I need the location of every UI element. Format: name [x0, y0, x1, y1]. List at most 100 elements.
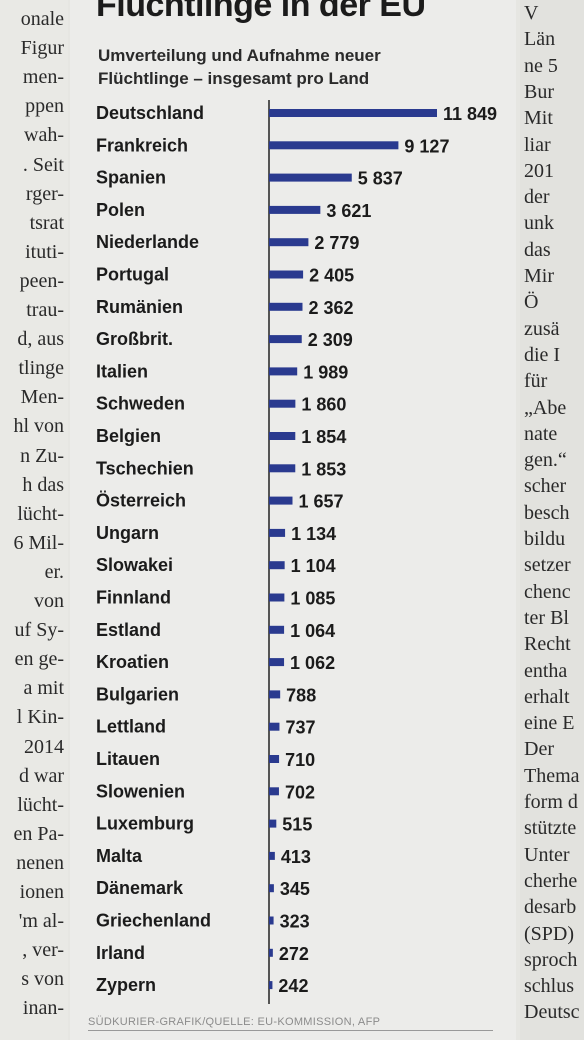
bar-row: Finnland 1 085	[96, 588, 335, 609]
value-label: 2 309	[308, 330, 353, 350]
bar	[269, 496, 293, 505]
value-label: 1 064	[290, 621, 335, 641]
category-label: Niederlande	[96, 232, 199, 252]
left-column-line: Figur	[20, 37, 64, 60]
bar-row: Frankreich 9 127	[96, 135, 449, 156]
value-label: 2 779	[314, 233, 359, 253]
value-label: 1 657	[298, 492, 343, 512]
left-column-line: 'm al-	[18, 910, 64, 933]
left-column-line: . Seit	[22, 153, 64, 176]
category-label: Finnland	[96, 588, 171, 608]
value-label: 1 134	[291, 524, 336, 544]
right-column-line: form d	[524, 791, 578, 813]
right-column-line: 201	[524, 159, 554, 182]
bar-chart: Deutschland 11 849 Frankreich 9 127 Spanien 5…	[96, 100, 497, 1004]
right-column-line: desarb	[524, 896, 577, 919]
bar-row: Slowenien 702	[96, 781, 315, 802]
bar	[269, 593, 285, 602]
category-label: Dänemark	[96, 878, 184, 898]
right-column-line: Der	[524, 738, 554, 761]
right-column-line: stützte	[524, 817, 577, 840]
value-label: 2 362	[308, 298, 353, 318]
left-column-line: n Zu-	[20, 444, 64, 467]
bar-row: Italien 1 989	[96, 361, 348, 382]
bar	[269, 238, 309, 247]
right-column-line: erhalt	[524, 685, 570, 708]
bar-row: Niederlande 2 779	[96, 232, 359, 253]
bar	[269, 528, 286, 537]
infographic: Flüchtlinge in der EU Umverteilung und A…	[70, 0, 516, 1040]
bar	[269, 561, 285, 570]
category-label: Luxemburg	[96, 814, 194, 834]
right-column-line: Mir	[524, 265, 554, 287]
category-label: Slowakei	[96, 555, 173, 575]
left-column-line: uf Sy-	[14, 619, 64, 642]
right-column-line: Ö	[524, 291, 539, 314]
right-column-line: bildu	[524, 528, 566, 550]
category-label: Deutschland	[96, 103, 204, 123]
bar	[269, 851, 275, 860]
value-label: 345	[280, 879, 310, 899]
bar	[269, 399, 296, 408]
category-label: Slowenien	[96, 781, 185, 801]
right-column-line: liar	[524, 133, 551, 156]
left-column-line: s von	[21, 968, 64, 991]
value-label: 1 104	[291, 556, 336, 576]
value-label: 515	[282, 815, 312, 835]
value-label: 413	[281, 847, 311, 867]
bar-row: Griechenland 323	[96, 911, 310, 932]
bar-row: Malta 413	[96, 846, 311, 867]
bar-row: Estland 1 064	[96, 620, 335, 641]
left-column-line: tsrat	[29, 211, 64, 234]
value-label: 1 989	[303, 362, 348, 382]
right-column-line: die I	[524, 343, 561, 366]
value-label: 272	[279, 944, 309, 964]
right-column-line: ter Bl	[524, 606, 569, 629]
right-column-line: entha	[524, 659, 568, 682]
category-label: Griechenland	[96, 911, 211, 931]
chart-source: SÜDKURIER-GRAFIK/QUELLE: EU-KOMMISSION, …	[88, 1016, 381, 1028]
bar	[269, 464, 296, 473]
bar-row: Tschechien 1 853	[96, 458, 346, 479]
left-column-line: 6 Mil-	[13, 531, 64, 554]
category-label: Ungarn	[96, 523, 159, 543]
category-label: Schweden	[96, 394, 185, 414]
right-column-line: (SPD)	[524, 922, 575, 945]
right-column-line: gen.“	[524, 449, 567, 472]
category-label: Lettland	[96, 717, 166, 737]
bar-row: Österreich 1 657	[96, 491, 344, 512]
bar	[269, 981, 273, 990]
left-column-line: peen-	[19, 269, 64, 292]
left-column-line: lücht-	[17, 502, 64, 525]
category-label: Kroatien	[96, 652, 169, 672]
right-column-line: Län	[524, 28, 556, 51]
right-column-line: chenc	[524, 580, 571, 603]
right-column-line: unk	[524, 212, 554, 235]
value-label: 737	[285, 718, 315, 738]
bar-row: Großbrit. 2 309	[96, 329, 353, 350]
right-column-line: der	[524, 186, 550, 209]
bar-row: Litauen 710	[96, 749, 315, 770]
category-label: Tschechien	[96, 458, 194, 478]
bar	[269, 755, 280, 763]
left-column-line: l Kin-	[16, 706, 64, 729]
bar	[269, 205, 321, 214]
bar-row: Zypern 242	[96, 975, 308, 996]
value-label: 1 854	[301, 427, 346, 447]
left-column-line: h das	[22, 473, 64, 496]
left-column-line: men-	[22, 66, 64, 89]
right-column-line: V	[524, 2, 539, 24]
value-label: 1 853	[301, 459, 346, 479]
source-rule	[88, 1030, 493, 1031]
right-column-line: „Abe	[524, 396, 567, 419]
bar	[269, 690, 281, 699]
category-label: Portugal	[96, 265, 169, 285]
bar-row: Slowakei 1 104	[96, 555, 336, 576]
category-label: Großbrit.	[96, 329, 173, 349]
value-label: 11 849	[443, 104, 497, 124]
right-column-line: ne 5	[524, 54, 558, 77]
left-column-line: d, aus	[17, 328, 64, 351]
right-column-line: Recht	[524, 633, 571, 656]
chart-title: Flüchtlinge in der EU	[96, 0, 426, 24]
